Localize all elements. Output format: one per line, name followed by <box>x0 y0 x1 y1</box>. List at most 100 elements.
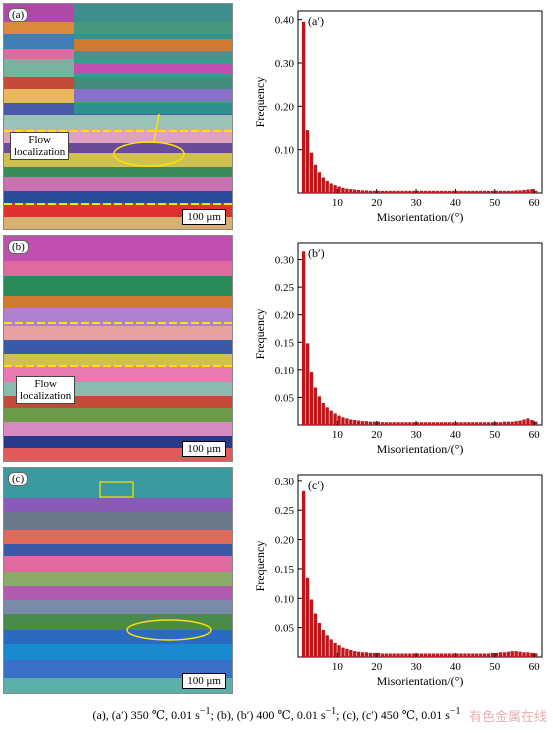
bar <box>467 422 471 425</box>
bar <box>498 190 503 193</box>
bar <box>467 190 471 193</box>
bar <box>502 652 506 657</box>
bar <box>463 190 467 193</box>
bar <box>522 189 526 193</box>
caption-sup-3: −1 <box>449 706 461 717</box>
y-tick-label: 0.30 <box>275 255 295 267</box>
caption-part-a: (a), (a′) 350 ℃, 0.01 s <box>92 708 200 722</box>
bar <box>364 190 369 193</box>
bar <box>349 189 353 193</box>
bar <box>494 422 499 425</box>
bar <box>435 422 440 425</box>
bar <box>404 422 408 425</box>
x-tick-label: 40 <box>450 661 462 673</box>
bar <box>510 190 514 193</box>
bar <box>443 653 447 657</box>
bar <box>427 653 432 657</box>
plot-frame <box>297 474 543 658</box>
caption-part-c: ; (c), (c′) 450 ℃, 0.01 s <box>336 708 450 722</box>
bar <box>408 422 412 425</box>
bar <box>506 651 510 657</box>
bar <box>364 652 369 657</box>
bar <box>482 190 487 193</box>
y-tick-label: 0.10 <box>275 593 295 605</box>
bar <box>368 421 373 425</box>
misorientation-chart-a: 10 20 30 40 50 60 0.10 0.20 0.30 0.40 Misorientati… <box>253 10 543 224</box>
x-tick-label: 40 <box>450 197 462 209</box>
bar <box>325 407 329 425</box>
bar <box>526 652 530 657</box>
bar <box>455 190 459 193</box>
plot-frame <box>297 10 543 194</box>
y-tick-label: 0.30 <box>275 476 295 488</box>
bar <box>337 645 341 657</box>
bar <box>305 577 310 657</box>
flow-text-line-2: localization <box>14 146 66 158</box>
bar <box>494 652 499 657</box>
panel-label-a: (a) <box>8 8 29 22</box>
y-tick-label: 0.40 <box>275 15 295 27</box>
bar <box>522 652 526 657</box>
bar <box>360 190 365 193</box>
bar <box>526 418 530 425</box>
bar <box>309 372 314 425</box>
caption-sup-1: −1 <box>199 706 211 717</box>
flow-text-line-1: Flow <box>28 134 51 146</box>
x-tick-label: 60 <box>529 197 541 209</box>
bar <box>309 599 314 657</box>
flow-localization-label-b: Flow localization <box>16 376 76 404</box>
bar <box>388 653 392 657</box>
x-tick-label: 20 <box>371 429 383 441</box>
bar <box>435 190 440 193</box>
bar <box>471 653 475 657</box>
bar <box>317 172 322 193</box>
bar <box>349 419 353 425</box>
bar <box>396 190 400 193</box>
bar <box>482 653 487 657</box>
chart-panel-label: (a′) <box>308 14 324 28</box>
bar <box>471 190 475 193</box>
y-tick-label: 0.05 <box>275 392 295 404</box>
ebsd-map-c: (c) 100 μm <box>3 467 233 694</box>
bar <box>400 190 404 193</box>
bar <box>341 417 345 425</box>
bar <box>305 343 310 425</box>
bar <box>313 387 318 425</box>
x-tick-label: 30 <box>411 429 423 441</box>
bar <box>486 190 491 193</box>
bar <box>341 187 345 193</box>
bar <box>345 418 349 425</box>
chart-panel-label: (b′) <box>308 246 325 260</box>
x-tick-label: 60 <box>529 661 541 673</box>
bar <box>329 410 333 425</box>
bar <box>486 422 491 425</box>
watermark: 有色金属在线 <box>468 710 547 725</box>
scale-bar-b: 100 μm <box>182 441 226 457</box>
bar <box>427 422 432 425</box>
caption-part-b: ; (b), (b′) 400 ℃, 0.01 s <box>210 708 326 722</box>
bar <box>392 653 396 657</box>
bar <box>337 415 341 425</box>
bar <box>380 653 384 657</box>
bar <box>412 653 416 657</box>
x-tick-label: 10 <box>332 197 344 209</box>
bar <box>420 422 424 425</box>
bar <box>518 420 522 425</box>
ebsd-image-a <box>4 4 232 229</box>
x-tick-label: 10 <box>332 661 344 673</box>
bar <box>384 422 388 425</box>
bar <box>313 164 318 193</box>
bar <box>396 653 400 657</box>
bar <box>482 422 487 425</box>
scale-bar-a: 100 μm <box>182 209 226 225</box>
bar <box>459 653 463 657</box>
bar <box>423 653 428 657</box>
bar <box>510 651 514 657</box>
bar <box>301 251 306 425</box>
bar <box>325 635 329 657</box>
bar <box>301 21 306 194</box>
bar <box>380 190 384 193</box>
bar <box>522 419 526 425</box>
bar <box>372 421 377 425</box>
bar <box>345 188 349 193</box>
